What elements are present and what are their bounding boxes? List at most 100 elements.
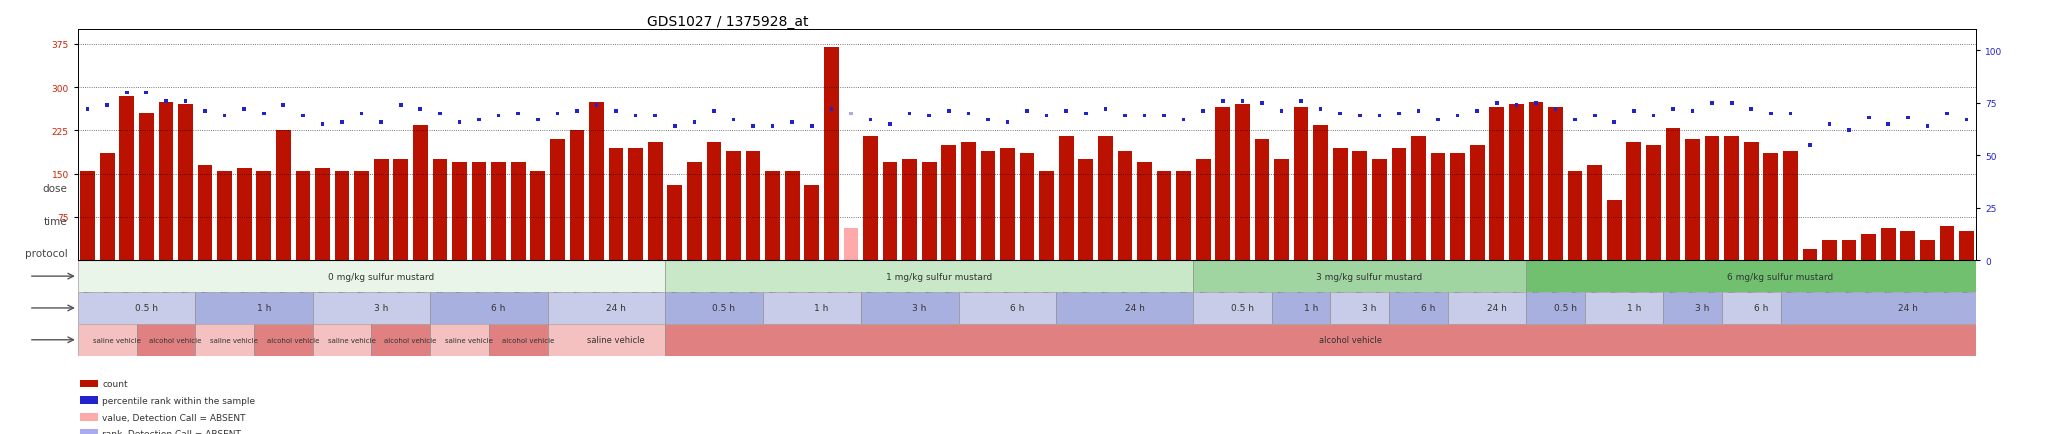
Point xyxy=(346,111,379,118)
Bar xyxy=(492,163,506,260)
Bar xyxy=(453,163,467,260)
Point xyxy=(1559,117,1591,124)
Text: alcohol vehicle: alcohol vehicle xyxy=(385,337,436,343)
Bar xyxy=(1255,140,1270,260)
Point xyxy=(1499,102,1532,109)
Bar xyxy=(1647,145,1661,260)
Point xyxy=(854,117,887,124)
Point xyxy=(952,111,985,118)
Bar xyxy=(195,324,254,356)
Text: alcohol vehicle: alcohol vehicle xyxy=(1319,335,1382,345)
Text: 0 mg/kg sulfur mustard: 0 mg/kg sulfur mustard xyxy=(328,272,434,281)
Bar xyxy=(315,168,330,260)
Point xyxy=(188,108,221,115)
Bar xyxy=(158,102,174,260)
Text: 1 h: 1 h xyxy=(1626,304,1640,313)
Bar xyxy=(530,171,545,260)
Point xyxy=(111,90,143,97)
Bar xyxy=(608,148,623,260)
Point xyxy=(717,117,750,124)
Bar xyxy=(510,163,526,260)
Bar xyxy=(686,163,702,260)
Bar xyxy=(432,160,446,260)
Bar xyxy=(393,160,408,260)
Point xyxy=(698,108,731,115)
Bar xyxy=(1389,293,1448,324)
Bar xyxy=(1118,151,1133,260)
Bar xyxy=(1780,293,2015,324)
Bar xyxy=(371,324,430,356)
Bar xyxy=(1585,293,1663,324)
Point xyxy=(1812,121,1845,128)
Bar xyxy=(313,324,371,356)
Point xyxy=(72,106,104,113)
Bar xyxy=(958,293,1057,324)
Bar xyxy=(199,166,213,260)
Bar xyxy=(1294,108,1309,260)
Bar xyxy=(471,163,485,260)
Point xyxy=(522,117,555,124)
Bar xyxy=(430,324,489,356)
Bar xyxy=(1960,232,1974,260)
Bar xyxy=(489,324,547,356)
Point xyxy=(1696,100,1729,107)
Point xyxy=(1188,108,1221,115)
Text: 24 h: 24 h xyxy=(606,304,627,313)
Bar xyxy=(80,171,94,260)
Bar xyxy=(961,143,975,260)
Text: 0.5 h: 0.5 h xyxy=(1231,304,1253,313)
Text: 3 mg/kg sulfur mustard: 3 mg/kg sulfur mustard xyxy=(1317,272,1423,281)
Point xyxy=(502,111,535,118)
Point xyxy=(618,113,651,120)
Bar xyxy=(766,171,780,260)
Bar xyxy=(1372,160,1386,260)
Bar xyxy=(100,154,115,260)
Point xyxy=(795,123,827,130)
Text: dose: dose xyxy=(43,184,68,194)
Bar xyxy=(999,148,1016,260)
Point xyxy=(834,111,866,118)
Bar xyxy=(1939,226,1954,260)
Point xyxy=(1030,113,1063,120)
Point xyxy=(170,98,203,105)
Bar xyxy=(1038,171,1055,260)
Point xyxy=(1227,98,1260,105)
Text: 3 h: 3 h xyxy=(375,304,389,313)
Point xyxy=(1442,113,1475,120)
Bar xyxy=(1176,171,1192,260)
Bar xyxy=(551,140,565,260)
Bar xyxy=(1079,160,1094,260)
Bar xyxy=(745,151,760,260)
Text: alcohol vehicle: alcohol vehicle xyxy=(502,337,555,343)
Point xyxy=(442,119,475,126)
Point xyxy=(1950,117,1982,124)
Point xyxy=(932,108,965,115)
Bar xyxy=(1722,293,1780,324)
Bar xyxy=(1489,108,1503,260)
Bar xyxy=(1841,240,1855,260)
Bar xyxy=(137,324,195,356)
Bar xyxy=(375,160,389,260)
Bar xyxy=(1333,148,1348,260)
Bar xyxy=(547,324,666,356)
Point xyxy=(1343,113,1376,120)
Bar xyxy=(1194,293,1272,324)
Bar xyxy=(647,143,664,260)
Point xyxy=(266,102,299,109)
Bar xyxy=(1569,171,1583,260)
Point xyxy=(1675,108,1708,115)
Point xyxy=(326,119,358,126)
Point xyxy=(463,117,496,124)
Bar xyxy=(1411,137,1425,260)
Text: saline vehicle: saline vehicle xyxy=(588,335,645,345)
Bar xyxy=(430,293,547,324)
Bar xyxy=(1098,137,1112,260)
Bar xyxy=(1352,151,1368,260)
Point xyxy=(129,90,162,97)
Text: 6 mg/kg sulfur mustard: 6 mg/kg sulfur mustard xyxy=(1726,272,1833,281)
Text: rank, Detection Call = ABSENT: rank, Detection Call = ABSENT xyxy=(102,429,242,434)
Bar xyxy=(1526,293,1585,324)
Bar xyxy=(1528,102,1544,260)
Text: 6 h: 6 h xyxy=(1421,304,1436,313)
Bar xyxy=(195,293,313,324)
